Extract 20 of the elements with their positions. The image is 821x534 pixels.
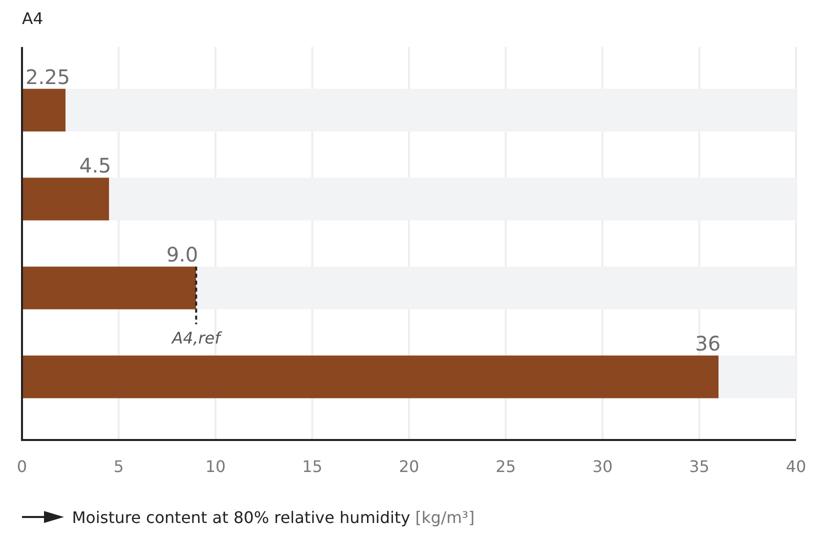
bar [22,266,196,310]
data-label: 9.0 [166,242,198,267]
chart-title: A4 [22,9,44,28]
x-tick-label: 5 [114,457,124,476]
data-label: 36 [695,332,721,356]
x-tick-label: 25 [496,457,516,476]
x-tick-label: 0 [16,457,28,476]
data-label: 4.5 [79,154,112,178]
x-axis-title: Moisture content at 80% relative humidity [kg/m³] [72,508,475,527]
data-label: 2.25 [25,64,70,89]
bar [22,88,66,132]
bar [22,356,719,398]
x-tick-label: 35 [689,457,710,476]
bar [22,178,110,220]
x-tick-label: 30 [592,457,613,476]
ref-line-label: A4,ref [171,328,223,348]
x-tick-label: 10 [205,457,226,476]
x-tick-label: 40 [786,457,806,476]
x-tick-label: 15 [302,457,322,476]
x-tick-label: 20 [398,457,420,476]
